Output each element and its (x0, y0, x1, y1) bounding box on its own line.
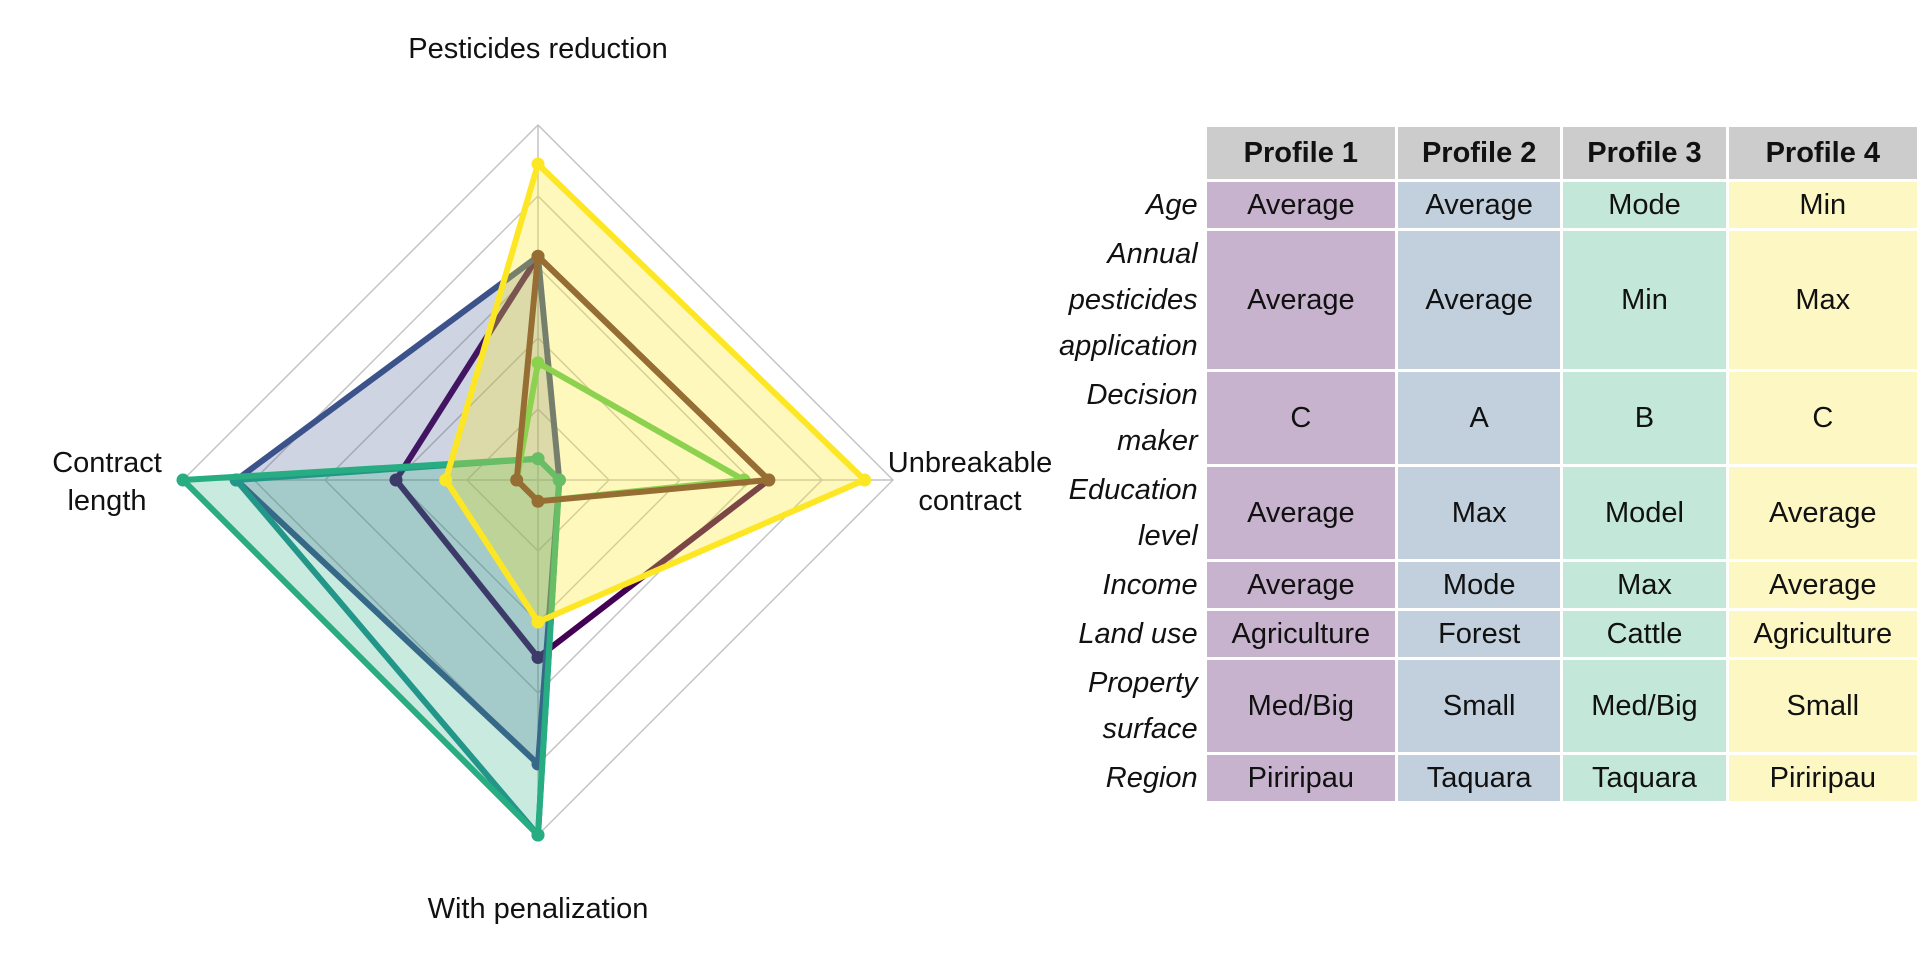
table-cell: Mode (1398, 562, 1561, 608)
row-label: Education level (1053, 467, 1204, 559)
table-cell: Taquara (1563, 755, 1726, 801)
column-header-profile-1: Profile 1 (1206, 127, 1396, 179)
radar-point-s7-1 (531, 157, 545, 171)
axis-label-line: Contract (52, 447, 162, 479)
axis-label-contract-length: Contract length (52, 447, 162, 517)
radar-axis-labels: Pesticides reduction Unbreakable contract W… (52, 33, 1052, 925)
table-cell: C (1206, 372, 1396, 464)
table-cell: Max (1398, 467, 1561, 559)
radar-point-s7-3 (531, 615, 545, 629)
table-cell: Min (1728, 182, 1917, 228)
table-cell: Average (1206, 467, 1396, 559)
row-label: Region (1053, 755, 1204, 801)
table-cell: Max (1728, 231, 1917, 369)
row-label-line: Land use (1078, 618, 1198, 650)
row-label-line: Decision (1086, 379, 1198, 411)
table-corner (1053, 127, 1204, 179)
radar-series-group (176, 157, 872, 842)
table-row: Income Average Mode Max Average (1053, 562, 1917, 608)
table-cell: Max (1563, 562, 1726, 608)
table-cell: Agriculture (1728, 611, 1917, 657)
column-header-profile-3: Profile 3 (1563, 127, 1726, 179)
radar-point-s5-1 (531, 356, 545, 370)
table-row: Age Average Average Mode Min (1053, 182, 1917, 228)
table-cell: Forest (1398, 611, 1561, 657)
row-label: Income (1053, 562, 1204, 608)
table-cell: Small (1728, 660, 1917, 752)
row-label-line: Property (1088, 667, 1198, 699)
radar-point-s7-4 (439, 473, 453, 487)
radar-point-s1-3 (531, 651, 545, 664)
column-header-profile-2: Profile 2 (1398, 127, 1561, 179)
axis-label-line: contract (918, 485, 1021, 517)
table-cell: Mode (1563, 182, 1726, 228)
table-row: Decision maker C A B C (1053, 372, 1917, 464)
row-label-line: surface (1102, 713, 1198, 745)
axis-label-line: Pesticides reduction (408, 33, 668, 65)
row-label-line: maker (1117, 425, 1198, 457)
table-cell: Min (1563, 231, 1726, 369)
table-cell: C (1728, 372, 1917, 464)
table-cell: Average (1728, 562, 1917, 608)
table-cell: Taquara (1398, 755, 1561, 801)
row-label: Property surface (1053, 660, 1204, 752)
table-cell: Small (1398, 660, 1561, 752)
table-cell: Med/Big (1206, 660, 1396, 752)
row-label-line: application (1059, 330, 1198, 362)
axis-label-pesticides-reduction: Pesticides reduction (408, 33, 668, 65)
radar-point-s4-4 (176, 473, 190, 487)
table-cell: A (1398, 372, 1561, 464)
row-label-line: Annual (1107, 238, 1198, 270)
radar-series-7 (442, 161, 868, 625)
table-row: Property surface Med/Big Small Med/Big Small (1053, 660, 1917, 752)
table-row: Region Piriripau Taquara Taquara Piriripau (1053, 755, 1917, 801)
radar-point-s6-2 (762, 473, 776, 487)
profile-table: Profile 1 Profile 2 Profile 3 Profile 4 … (1050, 124, 1920, 804)
row-label: Annual pesticides application (1053, 231, 1204, 369)
table-cell: Average (1206, 182, 1396, 228)
radar-point-s6-3 (531, 494, 545, 508)
axis-label-with-penalization: With penalization (428, 893, 649, 925)
row-label-line: Region (1105, 762, 1198, 794)
table-cell: B (1563, 372, 1726, 464)
radar-point-s4-2 (552, 473, 566, 487)
table-cell: Agriculture (1206, 611, 1396, 657)
table-cell: Piriripau (1728, 755, 1917, 801)
row-label-line: Income (1102, 569, 1198, 601)
row-label-line: level (1138, 520, 1198, 552)
row-label: Age (1053, 182, 1204, 228)
table-cell: Piriripau (1206, 755, 1396, 801)
row-label: Decision maker (1053, 372, 1204, 464)
radar-point-s7-2 (858, 473, 872, 487)
table-row: Annual pesticides application Average Averag… (1053, 231, 1917, 369)
table-row: Education level Average Max Model Average (1053, 467, 1917, 559)
row-label: Land use (1053, 611, 1204, 657)
axis-label-line: length (67, 485, 146, 517)
radar-point-s4-1 (531, 452, 545, 466)
table-cell: Average (1206, 231, 1396, 369)
radar-point-s4-3 (531, 828, 545, 842)
table-cell: Cattle (1563, 611, 1726, 657)
table-cell: Model (1563, 467, 1726, 559)
table-body: Age Average Average Mode Min Annual pesticides… (1053, 182, 1917, 801)
axis-label-line: With penalization (428, 893, 649, 925)
column-header-profile-4: Profile 4 (1728, 127, 1917, 179)
table-cell: Average (1206, 562, 1396, 608)
radar-point-s6-4 (510, 473, 524, 487)
table-row: Land use Agriculture Forest Cattle Agricultu… (1053, 611, 1917, 657)
table-header-row: Profile 1 Profile 2 Profile 3 Profile 4 (1053, 127, 1917, 179)
table-cell: Average (1728, 467, 1917, 559)
radar-point-s6-1 (531, 249, 545, 263)
table-cell: Average (1398, 182, 1561, 228)
table-cell: Med/Big (1563, 660, 1726, 752)
radar-chart: Pesticides reduction Unbreakable contract W… (52, 33, 1052, 925)
row-label-line: Age (1146, 189, 1198, 221)
row-label-line: Education (1068, 474, 1198, 506)
axis-label-line: Unbreakable (888, 447, 1052, 479)
radar-point-s1-4 (389, 473, 403, 487)
axis-label-unbreakable-contract: Unbreakable contract (888, 447, 1052, 517)
table-cell: Average (1398, 231, 1561, 369)
row-label-line: pesticides (1068, 284, 1198, 316)
